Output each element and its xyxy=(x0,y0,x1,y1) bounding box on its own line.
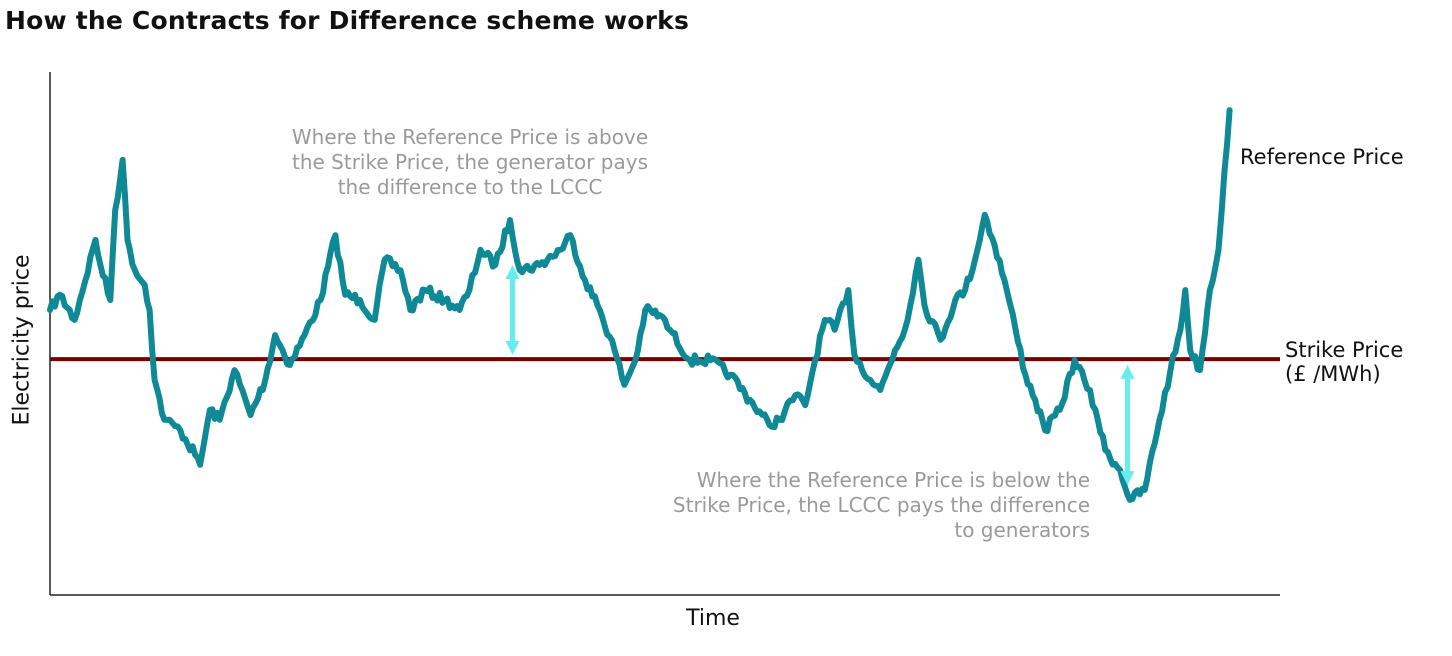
arrow-head-up xyxy=(1120,364,1135,379)
annotation-line: Where the Reference Price is below the xyxy=(696,468,1090,492)
strike-price-label-line2: (£ /MWh) xyxy=(1285,362,1381,386)
difference-arrow xyxy=(1120,364,1135,486)
annotation-below: Where the Reference Price is below the S… xyxy=(673,468,1090,543)
arrow-head-down xyxy=(1120,471,1135,486)
annotation-line: Strike Price, the LCCC pays the differen… xyxy=(672,493,1090,517)
arrow-head-down xyxy=(505,340,520,355)
annotation-line: the difference to the LCCC xyxy=(337,175,603,199)
strike-price-label: Strike Price (£ /MWh) xyxy=(1285,338,1403,386)
reference-price-label: Reference Price xyxy=(1240,145,1404,169)
annotation-line: to generators xyxy=(954,518,1090,542)
annotation-above: Where the Reference Price is above the S… xyxy=(292,125,648,200)
reference-price-series xyxy=(47,107,1233,503)
annotation-line: the Strike Price, the generator pays xyxy=(291,150,649,174)
difference-arrow xyxy=(505,264,520,355)
arrow-head-up xyxy=(505,264,520,279)
strike-price-label-line1: Strike Price xyxy=(1285,338,1404,362)
y-axis-label: Electricity price xyxy=(9,254,35,426)
chart-title: How the Contracts for Difference scheme … xyxy=(5,6,690,35)
annotation-line: Where the Reference Price is above xyxy=(291,125,649,149)
x-axis-label: Time xyxy=(686,606,740,631)
